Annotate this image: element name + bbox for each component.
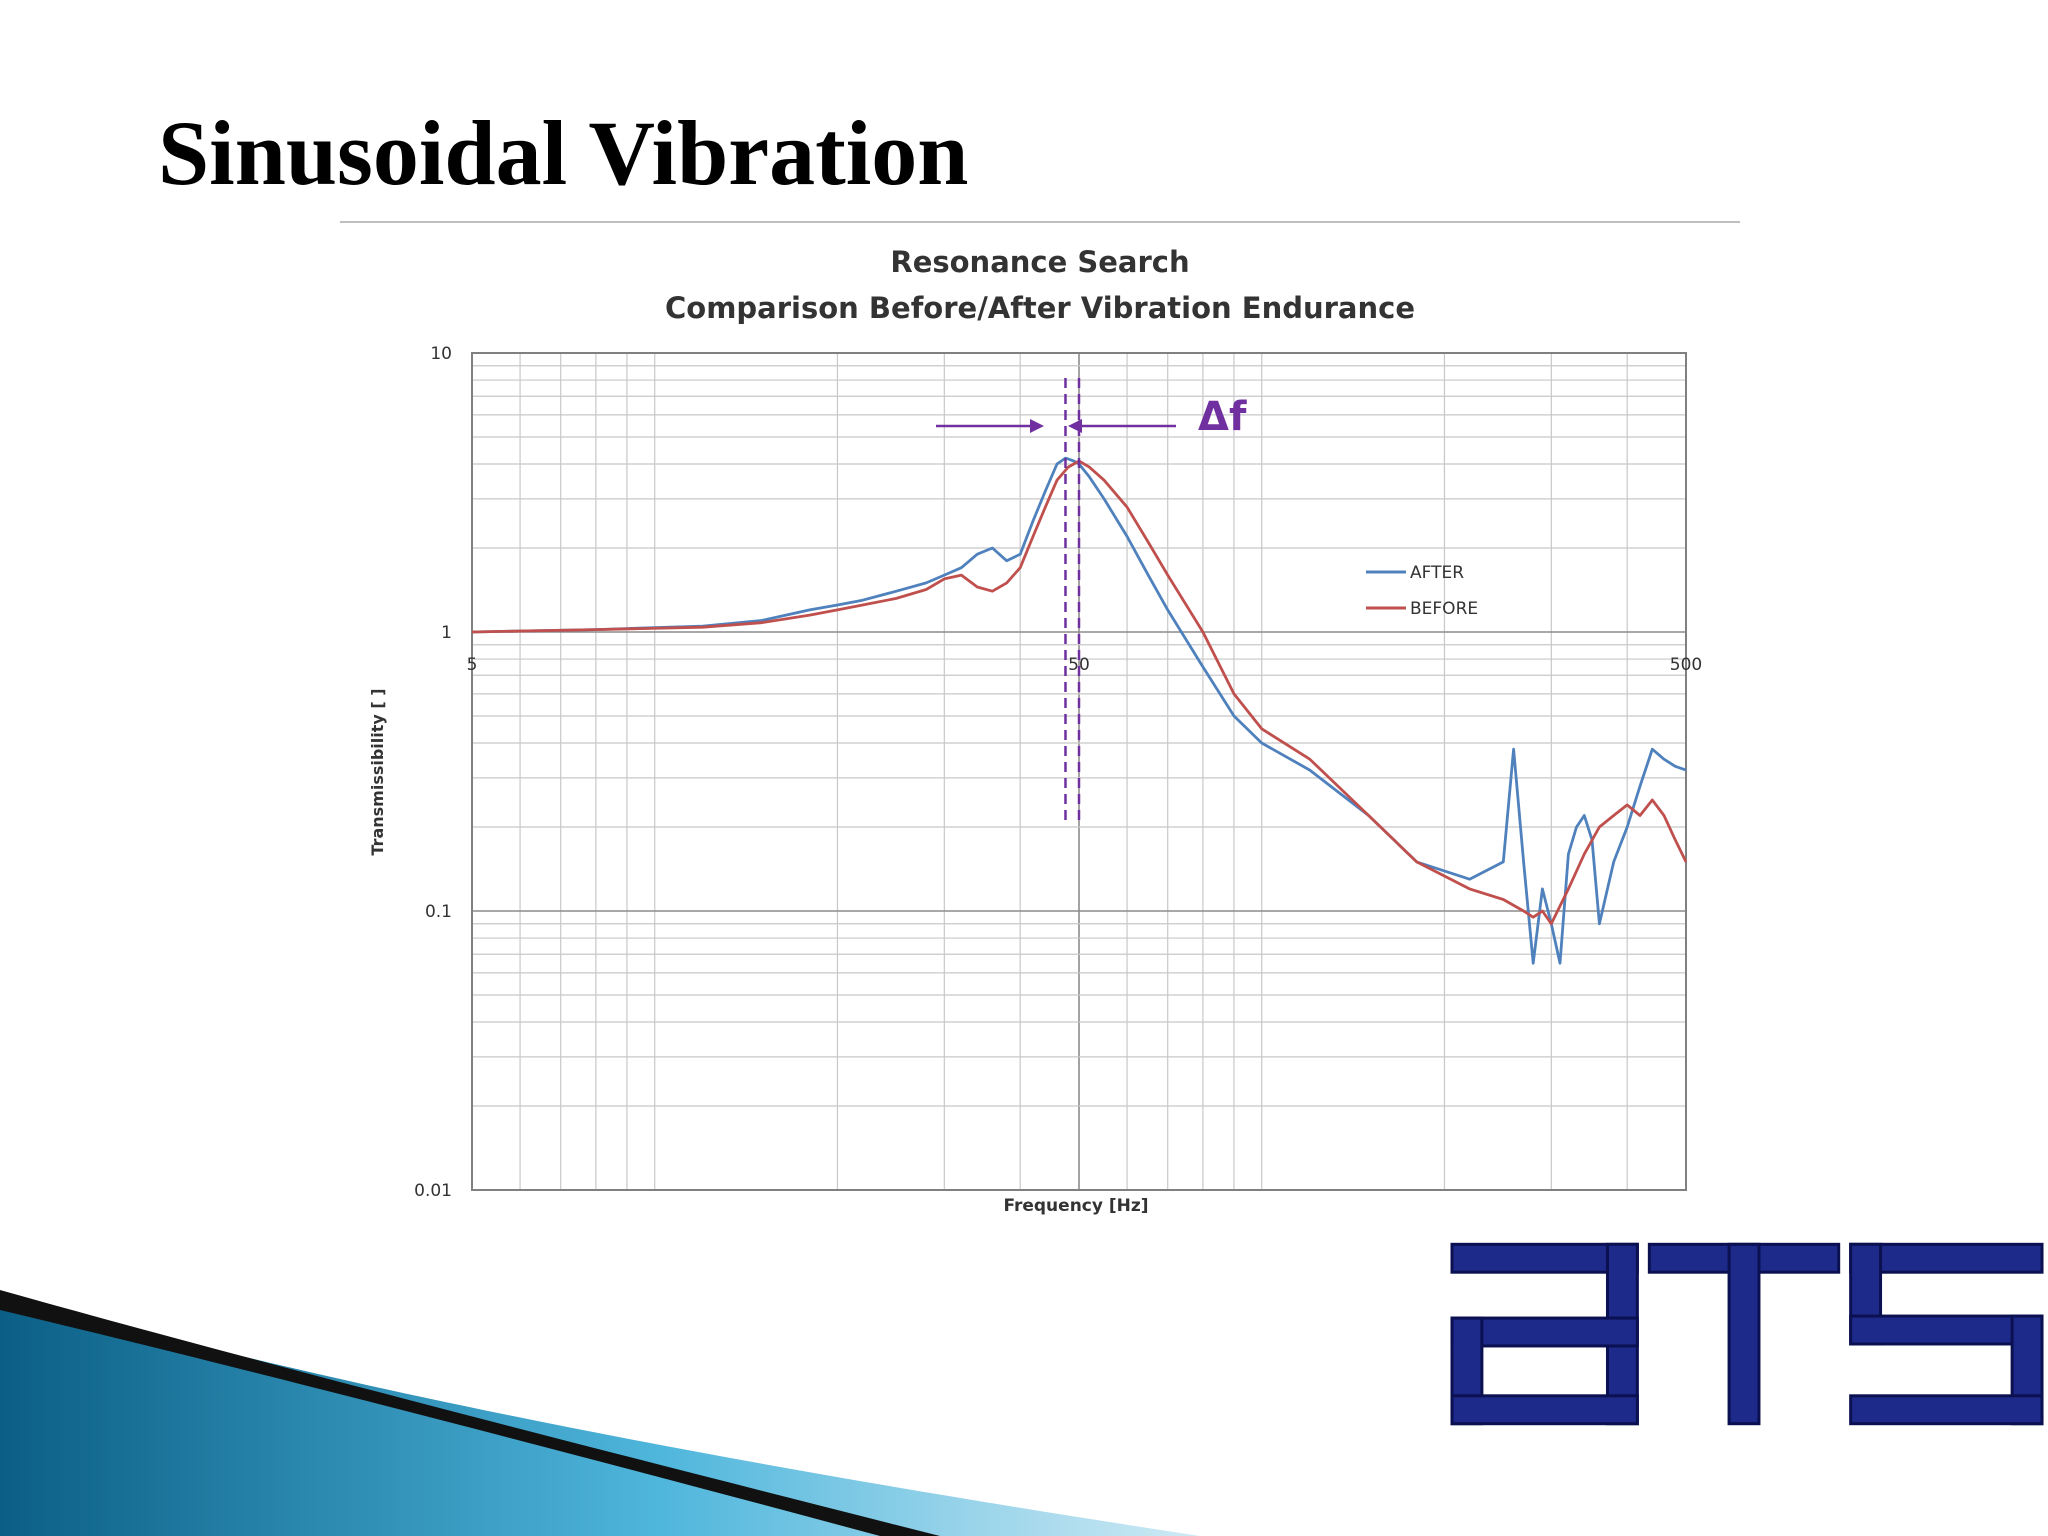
y-tick-label: 0.1 — [425, 902, 452, 922]
chart-subtitle: Comparison Before/After Vibration Endura… — [665, 291, 1415, 325]
x-tick-label: 50 — [1068, 655, 1090, 675]
arrow-left-head — [1030, 419, 1044, 433]
x-tick-label: 500 — [1670, 655, 1702, 675]
series-line-before — [471, 459, 1688, 926]
y-tick-label: 1 — [441, 623, 452, 643]
y-axis-label: Transmissibility [ ] — [368, 688, 387, 855]
legend-label-after: AFTER — [1410, 563, 1464, 583]
slide-title: Sinusoidal Vibration — [158, 102, 969, 204]
tick-labels: 0.01 0.1 1 10 5 50 500 — [414, 344, 1702, 1201]
chart-grid — [472, 353, 1686, 1190]
y-tick-label: 0.01 — [414, 1181, 452, 1201]
x-axis-label: Frequency [Hz] — [1003, 1196, 1148, 1216]
chart-legend: AFTER BEFORE — [1366, 563, 1478, 619]
chart-series — [471, 456, 1688, 965]
y-tick-label: 10 — [430, 344, 452, 364]
title-divider — [340, 221, 1740, 223]
chart-title: Resonance Search — [890, 245, 1189, 279]
legend-label-before: BEFORE — [1410, 599, 1478, 619]
ats-logo — [1450, 1242, 2044, 1426]
x-tick-label: 5 — [467, 655, 478, 675]
series-line-after — [471, 456, 1687, 965]
delta-f-annotation: Δf — [936, 378, 1247, 826]
delta-f-label: Δf — [1198, 394, 1247, 440]
plot-area-border — [471, 352, 1687, 1191]
